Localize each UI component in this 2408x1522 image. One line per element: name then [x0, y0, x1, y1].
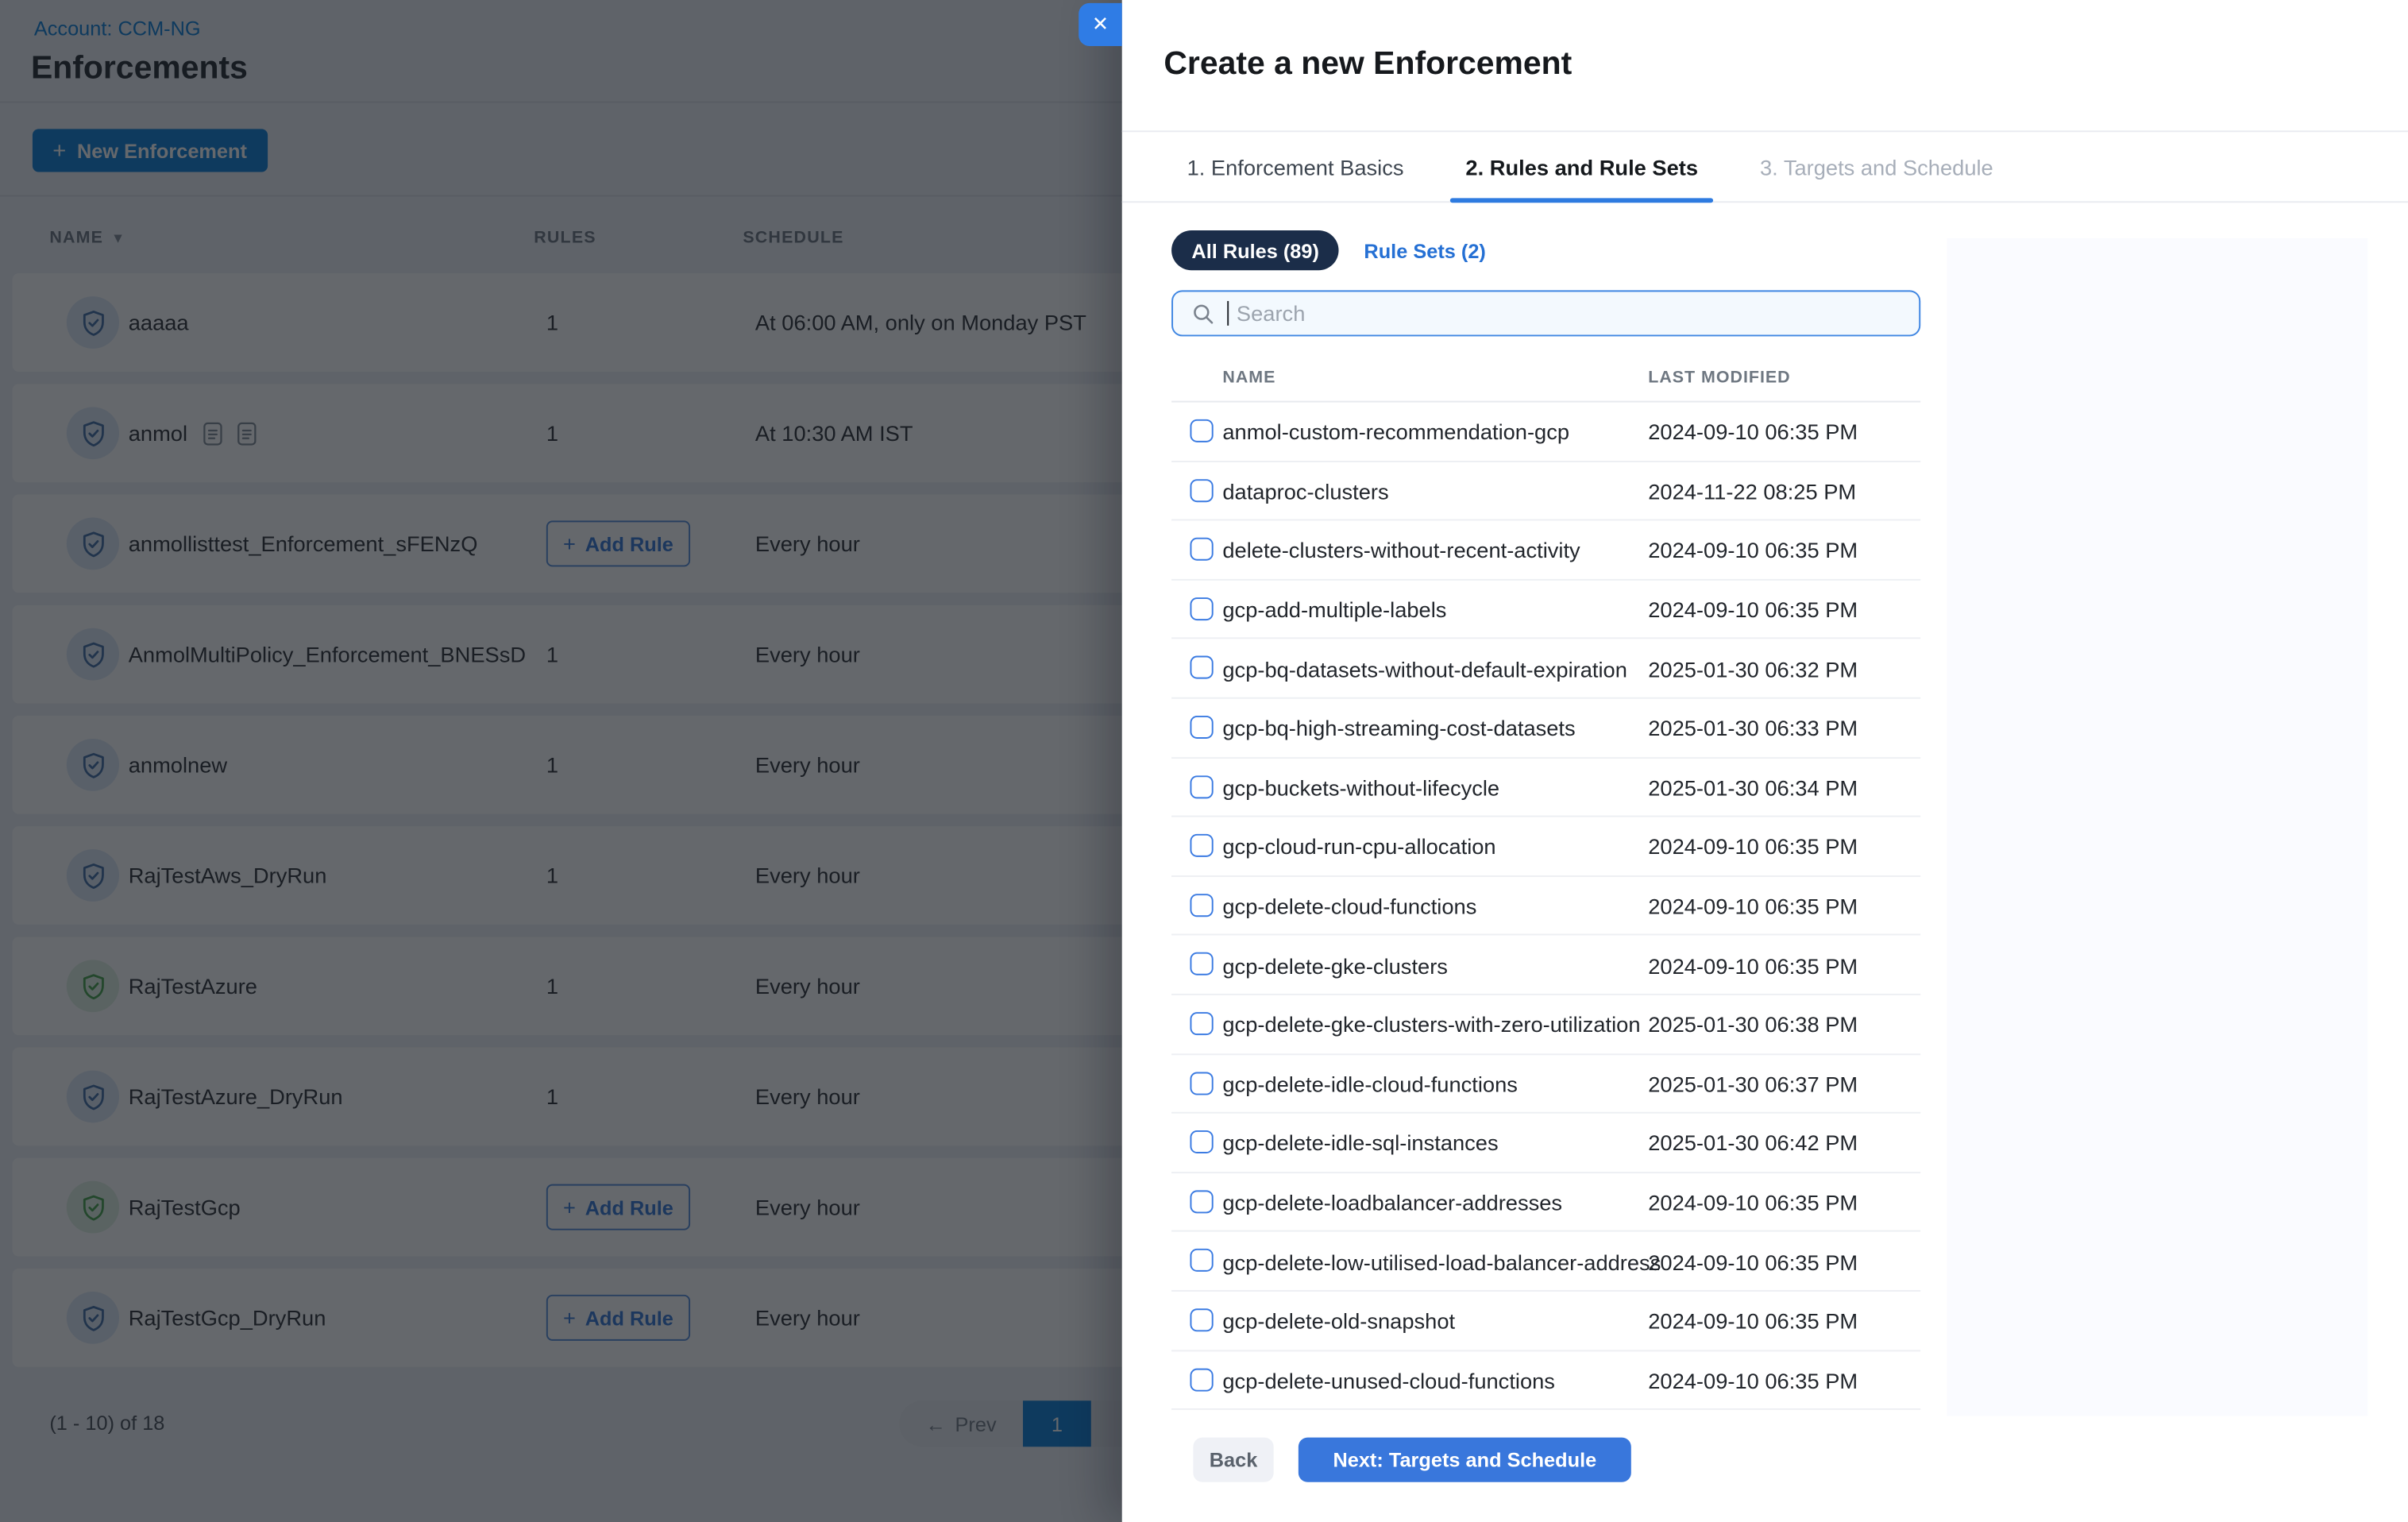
rule-name: gcp-delete-unused-cloud-functions [1222, 1368, 1555, 1393]
rule-checkbox[interactable] [1190, 775, 1214, 798]
rule-row[interactable]: gcp-delete-unused-cloud-functions 2024-0… [1171, 1350, 1921, 1411]
rule-row[interactable]: gcp-delete-idle-cloud-functions 2025-01-… [1171, 1054, 1921, 1114]
rule-row[interactable]: gcp-delete-low-utilised-load-balancer-ad… [1171, 1232, 1921, 1292]
rule-row[interactable]: gcp-cloud-run-cpu-allocation 2024-09-10 … [1171, 817, 1921, 877]
rule-row[interactable]: delete-clusters-without-recent-activity … [1171, 521, 1921, 581]
rule-row[interactable]: gcp-delete-old-snapshot 2024-09-10 06:35… [1171, 1292, 1921, 1351]
rule-last-modified: 2025-01-30 06:32 PM [1648, 656, 1858, 682]
rule-checkbox[interactable] [1190, 538, 1214, 562]
rule-row[interactable]: gcp-delete-gke-clusters 2024-09-10 06:35… [1171, 936, 1921, 995]
rule-row[interactable]: gcp-delete-cloud-functions 2024-09-10 06… [1171, 876, 1921, 937]
rule-row[interactable]: gcp-delete-loadbalancer-addresses 2024-0… [1171, 1173, 1921, 1233]
rule-row[interactable]: gcp-buckets-without-lifecycle 2025-01-30… [1171, 758, 1921, 817]
rule-checkbox[interactable] [1190, 478, 1214, 502]
search-icon [1194, 303, 1214, 323]
rule-last-modified: 2024-09-10 06:35 PM [1648, 538, 1858, 563]
rule-name: gcp-buckets-without-lifecycle [1222, 775, 1500, 801]
next-targets-schedule-button[interactable]: Next: Targets and Schedule [1298, 1437, 1631, 1482]
rule-checkbox[interactable] [1190, 1367, 1214, 1391]
drawer-header: Create a new Enforcement [1121, 0, 2408, 133]
rule-checkbox[interactable] [1190, 1011, 1214, 1035]
all-rules-pill[interactable]: All Rules (89) [1171, 230, 1340, 271]
rule-checkbox[interactable] [1190, 656, 1214, 680]
rule-last-modified: 2025-01-30 06:34 PM [1648, 775, 1858, 801]
rule-name: gcp-cloud-run-cpu-allocation [1222, 834, 1496, 860]
rule-checkbox[interactable] [1190, 1189, 1214, 1213]
close-icon[interactable]: ✕ [1079, 2, 1122, 47]
rule-name: gcp-delete-low-utilised-load-balancer-ad… [1222, 1250, 1661, 1274]
rule-row[interactable]: dataproc-clusters 2024-11-22 08:25 PM [1171, 462, 1921, 521]
rule-name: gcp-delete-old-snapshot [1222, 1308, 1456, 1334]
rule-name: gcp-bq-high-streaming-cost-datasets [1222, 716, 1576, 741]
rule-name: gcp-delete-gke-clusters [1222, 952, 1448, 978]
rule-name: gcp-delete-gke-clusters-with-zero-utiliz… [1222, 1012, 1641, 1037]
rule-name: gcp-delete-idle-sql-instances [1222, 1130, 1499, 1156]
rule-last-modified: 2024-09-10 06:35 PM [1648, 419, 1858, 445]
rule-last-modified: 2024-09-10 06:35 PM [1648, 1368, 1858, 1393]
rule-last-modified: 2024-11-22 08:25 PM [1648, 479, 1857, 504]
rule-last-modified: 2024-09-10 06:35 PM [1648, 834, 1858, 860]
tab-targets-and-schedule: 3. Targets and Schedule [1760, 154, 1993, 180]
rule-row[interactable]: anmol-custom-recommendation-gcp 2024-09-… [1171, 403, 1921, 462]
rule-last-modified: 2025-01-30 06:42 PM [1648, 1130, 1858, 1156]
rules-column-modified: LAST MODIFIED [1648, 369, 1791, 388]
rules-table-header: NAME LAST MODIFIED [1171, 364, 1921, 403]
tab-enforcement-basics[interactable]: 1. Enforcement Basics [1187, 154, 1404, 180]
rule-checkbox[interactable] [1190, 597, 1214, 620]
rules-column-name: NAME [1222, 369, 1276, 388]
rule-name: delete-clusters-without-recent-activity [1222, 538, 1580, 563]
rule-last-modified: 2025-01-30 06:38 PM [1648, 1012, 1858, 1037]
rule-filter-toggle: All Rules (89) Rule Sets (2) [1171, 230, 1486, 271]
selection-preview-panel [1947, 238, 2368, 1416]
rule-search [1171, 290, 1921, 337]
rule-name: dataproc-clusters [1222, 479, 1389, 504]
rule-checkbox[interactable] [1190, 893, 1214, 917]
rule-sets-link[interactable]: Rule Sets (2) [1364, 238, 1486, 262]
rule-row[interactable]: gcp-delete-idle-sql-instances 2025-01-30… [1171, 1114, 1921, 1173]
rule-last-modified: 2024-09-10 06:35 PM [1648, 597, 1858, 623]
drawer-footer: Back Next: Targets and Schedule [1122, 1437, 2408, 1482]
rule-name: anmol-custom-recommendation-gcp [1222, 419, 1570, 445]
rule-row[interactable]: gcp-delete-gke-clusters-with-zero-utiliz… [1171, 995, 1921, 1055]
rules-table: NAME LAST MODIFIED anmol-custom-recommen… [1171, 364, 1921, 1411]
drawer-title: Create a new Enforcement [1163, 46, 1573, 82]
rule-row[interactable]: gcp-bq-datasets-without-default-expirati… [1171, 639, 1921, 699]
create-enforcement-drawer: ✕ Create a new Enforcement 1. Enforcemen… [1079, 0, 2408, 1522]
rule-checkbox[interactable] [1190, 1071, 1214, 1095]
rule-row[interactable]: gcp-add-multiple-labels 2024-09-10 06:35… [1171, 580, 1921, 640]
rule-name: gcp-bq-datasets-without-default-expirati… [1222, 656, 1627, 682]
rule-last-modified: 2024-09-10 06:35 PM [1648, 1250, 1858, 1274]
rule-name: gcp-delete-cloud-functions [1222, 894, 1477, 919]
rule-row[interactable]: gcp-bq-high-streaming-cost-datasets 2025… [1171, 699, 1921, 759]
rule-checkbox[interactable] [1190, 1249, 1214, 1273]
rule-name: gcp-delete-loadbalancer-addresses [1222, 1190, 1563, 1215]
rule-checkbox[interactable] [1190, 715, 1214, 739]
wizard-tabs: 1. Enforcement Basics 2. Rules and Rule … [1121, 132, 2408, 203]
rule-name: gcp-delete-idle-cloud-functions [1222, 1072, 1518, 1097]
search-input[interactable] [1229, 300, 1920, 326]
text-cursor [1227, 300, 1229, 326]
rule-name: gcp-add-multiple-labels [1222, 597, 1447, 623]
rule-checkbox[interactable] [1190, 834, 1214, 858]
rule-last-modified: 2024-09-10 06:35 PM [1648, 1308, 1858, 1334]
tab-rules-and-rule-sets[interactable]: 2. Rules and Rule Sets [1449, 132, 1714, 203]
rule-checkbox[interactable] [1190, 1130, 1214, 1154]
rule-last-modified: 2024-09-10 06:35 PM [1648, 1190, 1858, 1215]
rule-last-modified: 2024-09-10 06:35 PM [1648, 894, 1858, 919]
rule-checkbox[interactable] [1190, 419, 1214, 442]
rule-checkbox[interactable] [1190, 1308, 1214, 1332]
rule-last-modified: 2025-01-30 06:37 PM [1648, 1072, 1858, 1097]
rule-last-modified: 2024-09-10 06:35 PM [1648, 952, 1858, 978]
rule-last-modified: 2025-01-30 06:33 PM [1648, 716, 1858, 741]
back-button[interactable]: Back [1193, 1437, 1274, 1482]
rule-checkbox[interactable] [1190, 952, 1214, 976]
